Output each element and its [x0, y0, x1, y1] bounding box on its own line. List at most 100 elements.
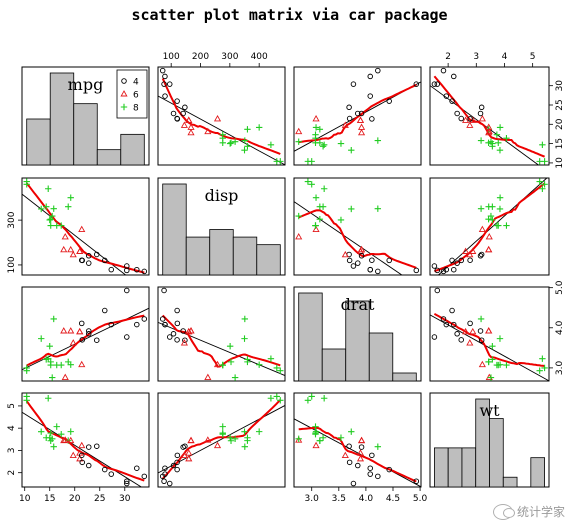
panel-frame-disp-mpg [21, 177, 150, 276]
point-drat-mpg [60, 327, 68, 334]
point-disp-mpg [94, 251, 100, 258]
point-disp-mpg [67, 245, 75, 253]
point-wt-disp [180, 451, 188, 458]
point-wt-drat [413, 478, 420, 484]
smooth-line-mpg-wt [433, 75, 546, 158]
point-drat-disp [231, 374, 239, 381]
point-wt-disp [162, 471, 168, 477]
point-drat-wt [454, 331, 460, 337]
point-wt-drat [312, 428, 320, 435]
point-drat-wt [466, 339, 474, 346]
point-disp-mpg [86, 260, 92, 266]
panel-frame-wt-drat [293, 392, 422, 488]
point-disp-wt [458, 257, 464, 264]
point-drat-wt [489, 356, 496, 363]
point-drat-mpg [78, 360, 86, 368]
point-drat-disp [244, 356, 251, 363]
point-drat-mpg [47, 358, 54, 366]
point-drat-mpg [69, 339, 77, 346]
point-mpg-disp [166, 81, 173, 87]
histogram-bar-wt [461, 447, 477, 488]
point-disp-wt [469, 247, 477, 254]
point-disp-mpg [47, 222, 54, 229]
point-wt-mpg [50, 443, 57, 450]
point-disp-mpg [60, 245, 68, 253]
point-disp-wt [495, 222, 502, 229]
point-mpg-disp [162, 93, 168, 99]
point-disp-drat [386, 257, 392, 264]
histogram-bar-wt [502, 476, 518, 488]
fit-line-disp-drat [293, 201, 403, 276]
point-drat-wt [477, 328, 484, 334]
point-disp-wt [489, 203, 496, 210]
variable-label-disp: disp [205, 186, 239, 205]
point-drat-wt [478, 360, 486, 368]
point-disp-wt [454, 260, 460, 266]
point-mpg-wt [467, 116, 473, 122]
smooth-line-disp-wt [434, 182, 546, 273]
point-disp-drat [355, 260, 361, 266]
fit-line-mpg-disp [157, 95, 286, 166]
point-disp-drat [312, 225, 320, 232]
panel-frame-drat-wt [429, 286, 550, 382]
point-wt-drat [295, 436, 303, 443]
point-wt-drat [375, 473, 381, 480]
point-drat-mpg [78, 320, 85, 327]
point-disp-wt [489, 216, 496, 224]
point-mpg-wt [434, 81, 441, 87]
point-disp-wt [449, 257, 455, 264]
point-mpg-drat [295, 127, 303, 135]
point-mpg-drat [350, 81, 357, 87]
point-drat-mpg [46, 343, 53, 350]
point-mpg-drat [316, 126, 324, 133]
point-drat-wt [485, 327, 493, 334]
right-tick-label-mpg: 25 [555, 99, 565, 110]
point-wt-disp [174, 466, 180, 473]
right-tick-label-mpg: 15 [555, 138, 565, 149]
point-wt-mpg [141, 473, 148, 480]
point-mpg-drat [413, 81, 420, 87]
smooth-line-wt-mpg [25, 400, 145, 482]
point-wt-drat [319, 434, 327, 441]
point-disp-wt [536, 178, 543, 185]
point-drat-wt [503, 361, 510, 369]
point-wt-mpg [58, 430, 65, 438]
point-mpg-disp [267, 141, 275, 148]
point-drat-disp [161, 287, 167, 294]
point-wt-drat [367, 465, 373, 471]
point-wt-disp [219, 429, 226, 437]
point-wt-disp [161, 478, 167, 484]
point-drat-wt [449, 307, 455, 314]
point-drat-disp [182, 337, 188, 343]
point-wt-drat [320, 395, 328, 402]
point-disp-mpg [78, 225, 86, 232]
smooth-line-drat-wt [433, 312, 545, 367]
smooth-line-drat-disp [161, 314, 281, 368]
point-mpg-drat [316, 139, 324, 147]
point-wt-mpg [102, 466, 108, 473]
point-mpg-drat [348, 146, 355, 154]
point-drat-disp [241, 315, 249, 323]
point-wt-disp [277, 397, 284, 404]
point-wt-mpg [60, 436, 68, 444]
point-mpg-wt [485, 139, 492, 147]
point-disp-drat [357, 245, 366, 253]
point-mpg-disp [219, 131, 226, 138]
histogram-bar-disp [185, 236, 211, 276]
point-mpg-wt [489, 140, 496, 147]
point-drat-disp [213, 360, 222, 368]
point-wt-disp [170, 462, 177, 469]
point-mpg-wt [458, 115, 464, 122]
legend-label: 4 [133, 78, 139, 88]
point-mpg-disp [174, 98, 180, 104]
point-mpg-drat [358, 110, 365, 117]
point-disp-drat [350, 263, 357, 269]
point-wt-disp [185, 449, 193, 456]
fit-line-wt-mpg [21, 411, 142, 488]
point-mpg-disp [204, 127, 212, 135]
point-wt-disp [180, 444, 186, 450]
point-wt-mpg [69, 451, 77, 458]
point-mpg-wt [466, 121, 474, 128]
panel-frame-wt-mpg [21, 392, 150, 488]
point-mpg-disp [244, 126, 251, 133]
